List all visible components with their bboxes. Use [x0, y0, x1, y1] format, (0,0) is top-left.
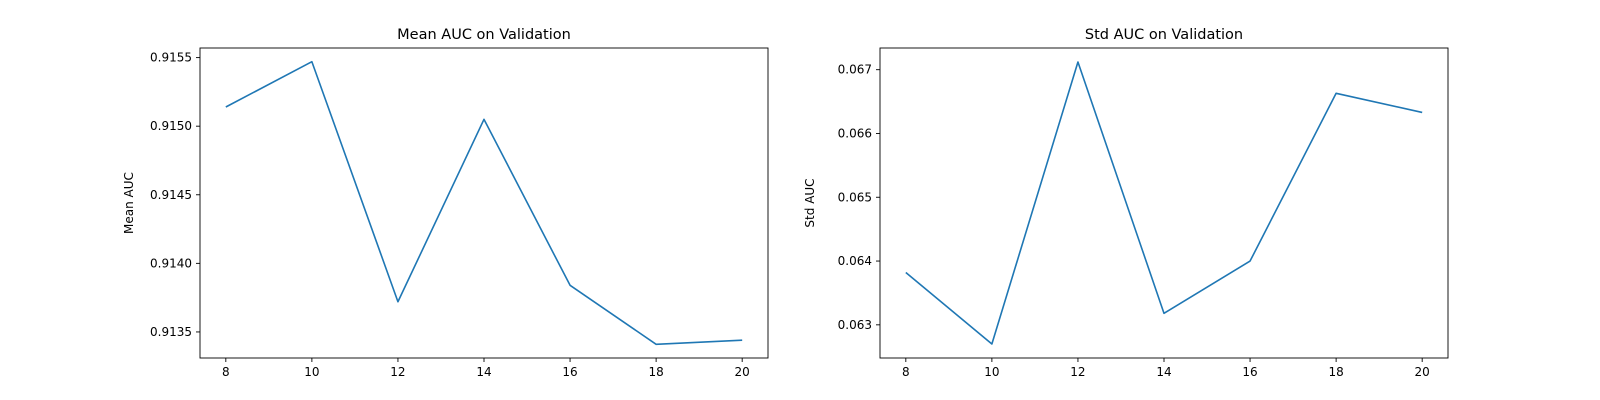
x-tick-label: 8: [902, 365, 910, 379]
y-tick-label: 0.064: [838, 254, 872, 268]
x-tick-label: 12: [1070, 365, 1085, 379]
y-axis-label: Mean AUC: [122, 172, 136, 234]
y-tick-label: 0.9155: [150, 51, 192, 65]
y-tick-label: 0.9150: [150, 119, 192, 133]
x-tick-label: 16: [562, 365, 577, 379]
x-tick-label: 14: [1156, 365, 1171, 379]
series-line: [905, 61, 1423, 345]
chart-1: 8 10 12 14 16 18 20 0.9135 0.9140 0.9145 0.9150 0.9…: [122, 27, 769, 379]
series-line: [225, 60, 743, 346]
x-tick-label: 10: [984, 365, 999, 379]
axes-frame: [199, 47, 769, 359]
y-tick-label: 0.063: [838, 318, 872, 332]
x-tick-label: 8: [222, 365, 230, 379]
x-tick-label: 14: [476, 365, 491, 379]
x-tick-label: 10: [304, 365, 319, 379]
y-tick-label: 0.9135: [150, 325, 192, 339]
x-tick-label: 16: [1242, 365, 1257, 379]
x-tick-label: 18: [648, 365, 663, 379]
x-tick-label: 20: [735, 365, 750, 379]
y-tick-label: 0.9140: [150, 256, 192, 270]
y-axis-label: Std AUC: [803, 178, 817, 227]
chart-title: Std AUC on Validation: [1085, 27, 1243, 43]
y-tick-label: 0.065: [838, 190, 872, 204]
x-tick-label: 18: [1328, 365, 1343, 379]
y-tick-label: 0.067: [838, 63, 872, 77]
x-tick-label: 12: [390, 365, 405, 379]
chart-2: 8 10 12 14 16 18 20 0.063 0.064 0.065 0.066 0.067 St…: [803, 27, 1449, 379]
y-tick-label: 0.9145: [150, 188, 192, 202]
x-tick-label: 20: [1415, 365, 1430, 379]
chart-title: Mean AUC on Validation: [397, 27, 571, 43]
y-tick-label: 0.066: [838, 126, 872, 140]
